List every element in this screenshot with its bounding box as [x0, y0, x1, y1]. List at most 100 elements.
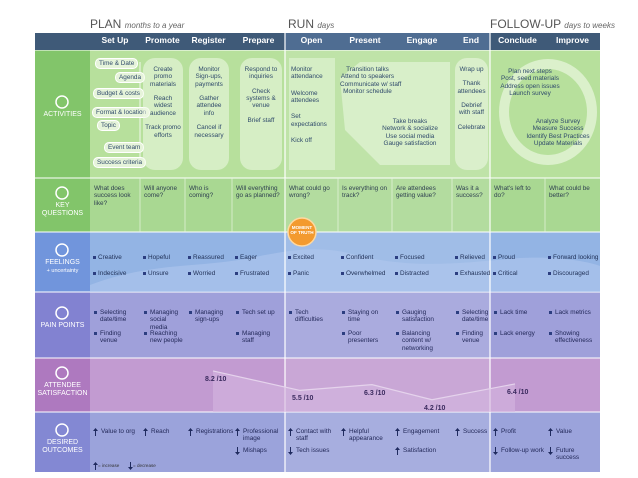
pain-point: Lack energy — [494, 330, 543, 337]
outcome: Future success — [548, 447, 599, 462]
row-icon — [55, 95, 69, 109]
row-label: DESIRED OUTCOMES — [42, 439, 83, 455]
key-question: Was it a success? — [456, 185, 483, 200]
arrow-up — [235, 428, 240, 436]
pain-point: Managing staff — [236, 330, 283, 345]
phase-name: FOLLOW-UP — [490, 17, 561, 31]
outcome: Reach — [143, 428, 184, 436]
satisfaction-label: 6.3 /10 — [364, 389, 386, 397]
arrow-shape — [548, 428, 553, 436]
pain-point: Finding venue — [456, 330, 488, 345]
activity-tag: Time & Date — [95, 58, 139, 70]
stage-bar-run — [285, 33, 490, 50]
activity-item: Kick off — [291, 137, 312, 145]
outcome: Value — [548, 428, 599, 436]
row-icon — [55, 243, 69, 257]
row-label-bg — [35, 412, 90, 472]
row-label: ACTIVITIES — [43, 111, 82, 118]
key-question: Who is coming? — [189, 185, 214, 200]
phase-name: PLAN — [90, 17, 122, 31]
feeling-positive: Focused — [395, 254, 425, 261]
activity-box: Monitor Sign-ups, payments Gather attende… — [189, 58, 229, 170]
stage-label: Engage — [406, 35, 438, 45]
row-label-bg — [35, 232, 90, 292]
pain-point: Finding venue — [94, 330, 138, 345]
arrow-shape — [395, 428, 400, 436]
row-bg — [90, 292, 600, 358]
feeling-positive: Relieved — [455, 254, 485, 261]
row-bg — [90, 412, 600, 472]
arrow-shape — [395, 447, 400, 455]
arrow-down — [128, 462, 133, 470]
feeling-positive: Eager — [235, 254, 257, 261]
arrow-up — [341, 428, 346, 436]
activity-item: Communicate w/ staff — [340, 80, 402, 88]
arrow-up — [188, 428, 193, 436]
arrow-shape — [188, 428, 193, 436]
pain-point: Poor presenters — [342, 330, 390, 345]
phase-name: RUN — [288, 17, 314, 31]
arrow-up — [395, 428, 400, 436]
activity-cluster: Analyze Survey Measure Success Identify Be… — [518, 118, 598, 147]
feeling-negative: Overwhelmed — [341, 270, 385, 277]
activity-item: Take breaks — [392, 118, 428, 125]
satisfaction-label: 4.2 /10 — [424, 404, 446, 412]
arrow-down — [548, 447, 553, 455]
pain-point: Lack time — [494, 309, 543, 316]
activity-box: Wrap up Thank attendees Debrief with staff… — [455, 58, 488, 170]
phase-duration: months to a year — [124, 21, 185, 30]
outcome: Helpful appearance — [341, 428, 391, 443]
feeling-positive: Excited — [288, 254, 314, 261]
outcome: Success — [455, 428, 489, 436]
satisfaction-line — [212, 370, 516, 401]
arrow-shape — [235, 428, 240, 436]
activity-item: Monitor attendance — [291, 66, 323, 81]
pain-point: Tech set up — [236, 309, 283, 316]
phase-duration: days to weeks — [564, 21, 615, 30]
arrow-down — [235, 447, 240, 455]
arrow-shape — [493, 447, 498, 455]
phase-header: PLAN months to a year — [90, 17, 185, 32]
arrow-shape — [548, 447, 553, 455]
arrow-shape — [288, 447, 293, 455]
moment-of-truth: MOMENT OF TRUTH — [290, 225, 314, 236]
row-label-bg — [35, 292, 90, 358]
row-label: PAIN POINTS — [40, 322, 85, 329]
activity-item: Analyze Survey — [535, 118, 581, 125]
activity-box: Respond to inquiries Check systems & venu… — [240, 58, 282, 170]
arrow-shape — [493, 428, 498, 436]
feeling-negative: Discouraged — [548, 270, 589, 277]
stage-label: Conclude — [498, 35, 537, 45]
key-question: Will everything go as planned? — [236, 185, 280, 200]
key-question: What does success look like? — [94, 185, 131, 207]
row-label: FEELINGS — [45, 259, 80, 266]
arrow-up — [93, 428, 98, 436]
activity-item: Attend to speakers — [340, 73, 395, 81]
legend-item: = increase — [93, 462, 119, 470]
activity-item: Check systems & venue — [246, 87, 276, 110]
row-sublabel: + uncertainty — [46, 268, 79, 274]
activity-item: Monitor schedule — [343, 88, 392, 96]
feeling-negative: Exhausted — [455, 270, 490, 277]
activity-item: Network & socialize — [382, 125, 438, 133]
outcome: Satisfaction — [395, 447, 451, 455]
outcome: Registrations — [188, 428, 233, 436]
arrow-up — [548, 428, 553, 436]
activity-cluster: Plan next steps Post, seed materials Addre… — [495, 68, 565, 97]
feeling-positive: Hopeful — [143, 254, 170, 261]
outcome: Engagement — [395, 428, 451, 436]
activity-item: Gather attendee info — [196, 95, 222, 117]
row-label-bg — [35, 50, 90, 178]
outcome: Professional image — [235, 428, 284, 443]
activity-tag: Success criteria — [93, 157, 147, 169]
stage-label: Set Up — [101, 35, 129, 45]
outcome: Contact with staff — [288, 428, 337, 443]
key-question: Is everything on track? — [342, 185, 388, 200]
key-question: What could go wrong? — [289, 185, 330, 200]
outcome: Mishaps — [235, 447, 284, 455]
feeling-positive: Confident — [341, 254, 373, 261]
activity-item: Track promo efforts — [145, 124, 181, 139]
feeling-positive: Reassured — [188, 254, 224, 261]
